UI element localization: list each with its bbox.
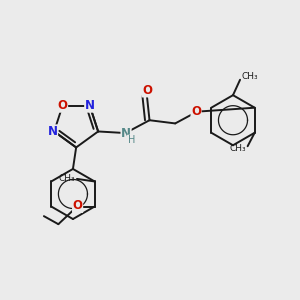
- Text: CH₃: CH₃: [230, 144, 246, 153]
- Text: O: O: [73, 200, 82, 212]
- Text: CH₃: CH₃: [59, 174, 75, 183]
- Text: O: O: [191, 105, 201, 118]
- Text: H: H: [128, 135, 135, 145]
- Text: O: O: [142, 84, 152, 97]
- Text: O: O: [58, 99, 68, 112]
- Text: N: N: [121, 127, 131, 140]
- Text: CH₃: CH₃: [242, 72, 258, 81]
- Text: N: N: [85, 99, 95, 112]
- Text: N: N: [48, 125, 58, 138]
